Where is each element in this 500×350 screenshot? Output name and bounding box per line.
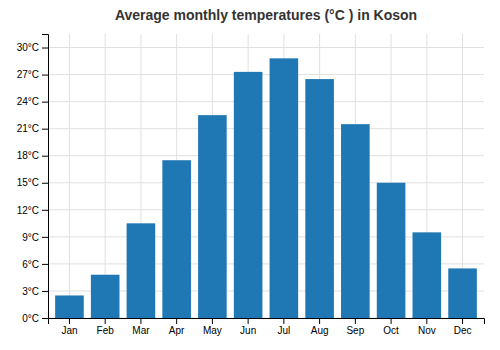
bar — [270, 58, 299, 318]
bar — [448, 268, 477, 318]
tick: 12°C — [17, 205, 48, 216]
tick: 0°C — [22, 313, 48, 324]
tick: 27°C — [17, 69, 48, 80]
tick-label: 6°C — [22, 259, 39, 270]
tick-label: Aug — [311, 325, 329, 336]
tick-label: 3°C — [22, 286, 39, 297]
tick: Sep — [346, 318, 364, 336]
tick-mark — [42, 102, 48, 103]
chart: 0°C 3°C 6°C 9°C 12°C 15°C 18°C 21°C 24°C 27°C 30°C… — [0, 0, 500, 350]
tick-mark — [105, 318, 106, 324]
tick: 24°C — [17, 96, 48, 107]
bar — [127, 223, 156, 318]
tick-mark — [42, 75, 48, 76]
tick-label: 9°C — [22, 232, 39, 243]
title: Average monthly temperatures (°C ) in Ko… — [115, 7, 417, 23]
tick-label: 18°C — [17, 150, 39, 161]
tick: Mar — [132, 318, 150, 336]
bar — [198, 115, 227, 318]
tick-label: 24°C — [17, 96, 39, 107]
tick-mark — [319, 318, 320, 324]
tick: 9°C — [22, 232, 48, 243]
tick-mark — [69, 318, 70, 324]
tick-mark — [426, 318, 427, 324]
tick-mark — [42, 318, 48, 319]
tick-label: Sep — [346, 325, 364, 336]
axis-line — [42, 35, 49, 319]
tick: 18°C — [17, 150, 48, 161]
tick: Dec — [454, 318, 472, 336]
grid-line — [48, 74, 484, 75]
tick-mark — [140, 318, 141, 324]
tick-mark — [42, 183, 48, 184]
tick-mark — [462, 318, 463, 324]
tick: Feb — [97, 318, 115, 336]
tick-label: Mar — [132, 325, 150, 336]
tick: 3°C — [22, 286, 48, 297]
tick-mark — [42, 48, 48, 49]
grid-line — [48, 182, 484, 183]
tick: Nov — [418, 318, 436, 336]
tick: Jun — [240, 318, 256, 336]
tick-label: Jan — [61, 325, 77, 336]
grid-line — [48, 128, 484, 129]
grid-line — [48, 155, 484, 156]
tick-mark — [176, 318, 177, 324]
tick: Aug — [311, 318, 329, 336]
tick-label: 27°C — [17, 69, 39, 80]
tick-mark — [42, 291, 48, 292]
tick-label: Dec — [454, 325, 472, 336]
bar — [162, 160, 191, 318]
tick-mark — [42, 210, 48, 211]
tick: Apr — [169, 318, 185, 336]
tick-label: 15°C — [17, 177, 39, 188]
tick: 15°C — [17, 177, 48, 188]
bar — [413, 232, 442, 318]
tick: 6°C — [22, 259, 48, 270]
bar — [341, 124, 370, 318]
axis-line — [49, 319, 485, 325]
grid-line — [48, 47, 484, 48]
bar — [377, 183, 406, 318]
tick-label: 12°C — [17, 205, 39, 216]
tick-label: Jul — [277, 325, 290, 336]
tick: 21°C — [17, 123, 48, 134]
tick-mark — [212, 318, 213, 324]
tick-label: May — [203, 325, 222, 336]
tick-label: Nov — [418, 325, 436, 336]
bar — [55, 295, 84, 318]
y-axis: 0°C 3°C 6°C 9°C 12°C 15°C 18°C 21°C 24°C 27°C 30°C — [17, 35, 49, 324]
tick-label: Apr — [169, 325, 185, 336]
tick-label: 0°C — [22, 313, 39, 324]
grid-line — [48, 101, 484, 102]
tick-label: Feb — [97, 325, 115, 336]
tick-mark — [42, 129, 48, 130]
tick: Jan — [61, 318, 77, 336]
bar — [91, 275, 120, 318]
tick: Jul — [277, 318, 290, 336]
tick-mark — [391, 318, 392, 324]
tick-mark — [42, 237, 48, 238]
tick: May — [203, 318, 222, 336]
grid-line — [69, 34, 70, 318]
tick-label: Oct — [383, 325, 399, 336]
tick: 30°C — [17, 42, 48, 53]
grid — [48, 34, 484, 318]
tick-label: 21°C — [17, 123, 39, 134]
bar — [234, 72, 263, 318]
tick: Oct — [383, 318, 399, 336]
tick-mark — [355, 318, 356, 324]
plot-area — [55, 58, 477, 318]
tick-label: Jun — [240, 325, 256, 336]
tick-mark — [42, 264, 48, 265]
tick-mark — [42, 156, 48, 157]
grid-line — [48, 209, 484, 210]
x-axis: Jan Feb Mar Apr May Jun Jul Aug Sep Oct Nov Dec — [49, 318, 485, 336]
bar — [305, 79, 334, 318]
tick-label: 30°C — [17, 42, 39, 53]
tick-mark — [283, 318, 284, 324]
tick-mark — [248, 318, 249, 324]
